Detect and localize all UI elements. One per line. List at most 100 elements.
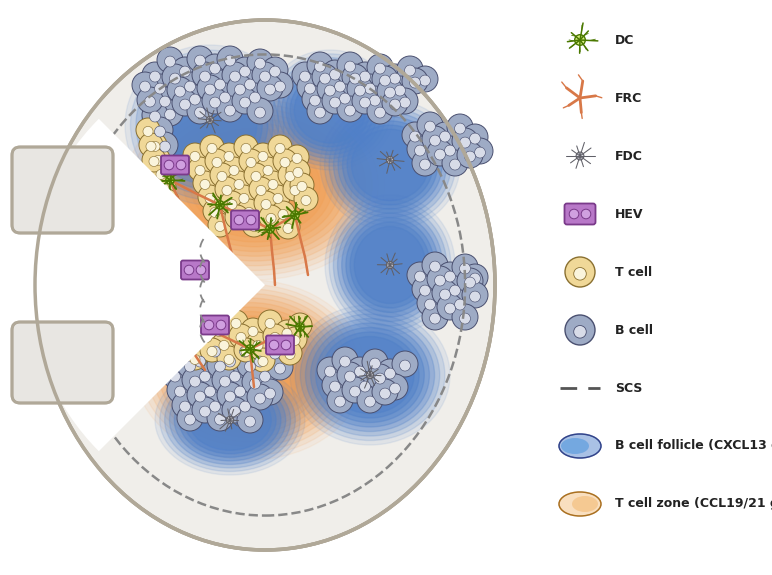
Circle shape (288, 313, 312, 337)
Ellipse shape (170, 375, 290, 465)
Circle shape (332, 347, 358, 373)
Circle shape (322, 88, 348, 114)
Circle shape (362, 349, 388, 375)
Circle shape (259, 371, 270, 382)
Circle shape (185, 265, 194, 275)
Circle shape (180, 66, 191, 77)
Circle shape (231, 319, 241, 328)
Circle shape (377, 78, 403, 104)
Circle shape (275, 363, 286, 374)
Circle shape (417, 290, 443, 316)
Circle shape (222, 157, 246, 181)
Circle shape (427, 140, 453, 166)
Circle shape (465, 151, 476, 162)
Circle shape (350, 386, 361, 397)
Circle shape (435, 275, 445, 286)
Circle shape (182, 85, 208, 111)
Circle shape (229, 166, 239, 175)
Circle shape (352, 88, 378, 114)
Circle shape (354, 85, 365, 96)
Circle shape (196, 265, 206, 275)
Circle shape (574, 267, 586, 280)
Circle shape (266, 225, 274, 233)
Circle shape (429, 313, 441, 324)
Circle shape (445, 271, 455, 282)
Circle shape (212, 332, 236, 356)
Circle shape (317, 76, 343, 102)
Circle shape (400, 360, 411, 371)
Circle shape (268, 179, 278, 190)
Circle shape (425, 299, 435, 310)
Text: FDC: FDC (615, 150, 643, 163)
Circle shape (354, 366, 365, 377)
Circle shape (360, 381, 371, 392)
Circle shape (202, 337, 228, 363)
Circle shape (170, 371, 181, 382)
Circle shape (429, 135, 441, 146)
Circle shape (153, 155, 163, 166)
Circle shape (268, 135, 292, 159)
Circle shape (203, 199, 227, 223)
Circle shape (265, 84, 276, 95)
Circle shape (374, 63, 385, 74)
Text: HEV: HEV (615, 208, 644, 220)
Circle shape (352, 62, 378, 88)
Circle shape (236, 332, 246, 343)
Circle shape (402, 122, 428, 148)
Ellipse shape (334, 113, 446, 217)
Circle shape (254, 191, 278, 215)
Circle shape (150, 71, 161, 82)
Circle shape (232, 185, 256, 209)
Circle shape (330, 97, 340, 108)
Ellipse shape (141, 285, 359, 455)
Ellipse shape (198, 329, 302, 411)
Circle shape (234, 215, 244, 225)
FancyBboxPatch shape (231, 210, 259, 229)
Circle shape (172, 337, 198, 363)
Text: SCS: SCS (615, 381, 642, 394)
Circle shape (180, 99, 191, 110)
Ellipse shape (130, 50, 290, 200)
Circle shape (183, 346, 207, 370)
Circle shape (459, 263, 470, 274)
Circle shape (278, 163, 302, 187)
Circle shape (234, 338, 258, 362)
Ellipse shape (125, 90, 385, 280)
Circle shape (206, 259, 214, 267)
Circle shape (442, 150, 468, 176)
Circle shape (235, 386, 245, 397)
Circle shape (265, 319, 275, 328)
Circle shape (220, 191, 244, 215)
Circle shape (307, 52, 333, 78)
Ellipse shape (141, 60, 279, 190)
Ellipse shape (164, 118, 346, 251)
Circle shape (229, 324, 253, 348)
Circle shape (382, 90, 408, 116)
Ellipse shape (561, 438, 589, 454)
Ellipse shape (559, 434, 601, 458)
Circle shape (290, 335, 300, 346)
Circle shape (432, 122, 458, 148)
Circle shape (217, 346, 241, 370)
Ellipse shape (188, 390, 271, 450)
Circle shape (183, 313, 193, 324)
Circle shape (202, 392, 228, 418)
Circle shape (205, 84, 215, 95)
Circle shape (352, 372, 378, 398)
Circle shape (347, 357, 373, 383)
Ellipse shape (151, 109, 359, 261)
Circle shape (449, 285, 460, 296)
Circle shape (445, 303, 455, 314)
Circle shape (412, 66, 438, 92)
Circle shape (283, 224, 293, 233)
Circle shape (190, 310, 214, 334)
FancyBboxPatch shape (12, 147, 113, 233)
Circle shape (219, 376, 231, 387)
Circle shape (327, 72, 353, 98)
Circle shape (180, 346, 191, 357)
Circle shape (574, 34, 585, 45)
Circle shape (170, 309, 180, 320)
Circle shape (380, 388, 391, 399)
Circle shape (259, 71, 270, 82)
Circle shape (449, 159, 460, 170)
